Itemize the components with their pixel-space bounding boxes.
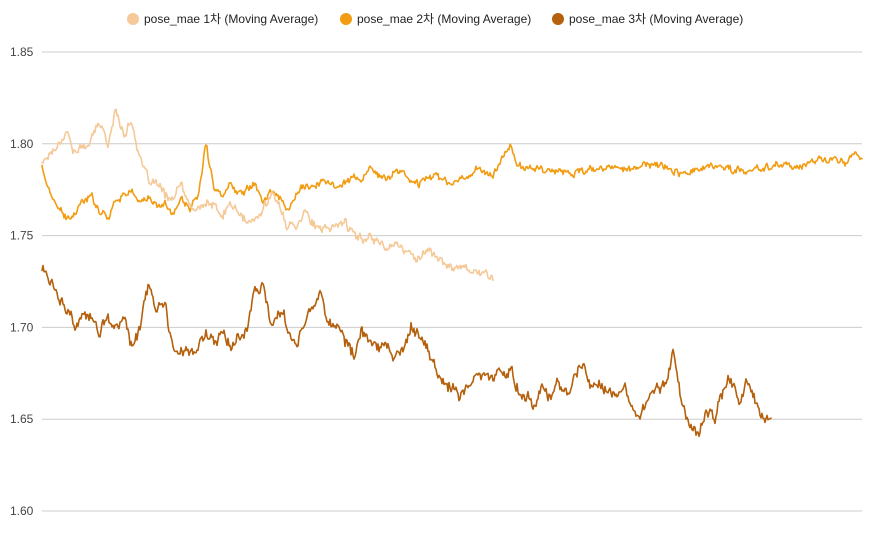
legend-item[interactable]: pose_mae 1차 (Moving Average) [127,12,318,26]
y-tick-label: 1.60 [10,504,34,518]
legend-label: pose_mae 2차 (Moving Average) [357,12,531,26]
y-axis: 1.85 1.80 1.75 1.70 1.65 1.60 [10,45,34,518]
y-tick-label: 1.65 [10,412,34,426]
legend-label: pose_mae 1차 (Moving Average) [144,12,318,26]
legend-swatch [127,13,139,25]
y-gridlines [42,51,862,512]
series-line [41,143,863,221]
y-tick-label: 1.70 [10,320,34,334]
legend: pose_mae 1차 (Moving Average) pose_mae 2차 … [127,12,743,26]
legend-swatch [552,13,564,25]
legend-item[interactable]: pose_mae 2차 (Moving Average) [340,12,531,26]
y-tick-label: 1.75 [10,229,34,243]
legend-swatch [340,13,352,25]
legend-label: pose_mae 3차 (Moving Average) [569,12,743,26]
plot-area [41,108,863,438]
legend-item[interactable]: pose_mae 3차 (Moving Average) [552,12,743,26]
y-tick-label: 1.85 [10,45,34,59]
series-line [41,264,772,438]
series-line [41,108,494,282]
y-tick-label: 1.80 [10,137,34,151]
